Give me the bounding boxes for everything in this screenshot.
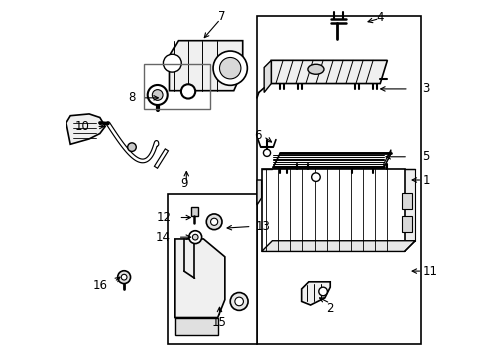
Text: 3: 3 [422,82,429,95]
Text: 4: 4 [376,11,383,24]
Bar [257,16,421,344]
Text: 11: 11 [422,265,436,278]
Text: 8: 8 [128,91,135,104]
Circle shape [163,54,181,72]
Polygon shape [175,239,224,318]
Circle shape [147,85,167,105]
Circle shape [318,287,326,296]
Text: 13: 13 [255,220,269,233]
Circle shape [213,51,247,85]
Circle shape [188,231,201,244]
Ellipse shape [307,64,324,74]
Polygon shape [264,60,271,93]
Circle shape [127,143,136,152]
Circle shape [263,149,270,157]
Text: 14: 14 [155,231,170,244]
Text: 5: 5 [422,150,429,163]
Bar [401,193,411,208]
Circle shape [118,271,130,284]
Circle shape [206,214,222,230]
Polygon shape [175,318,217,336]
Polygon shape [272,153,390,167]
Circle shape [311,173,320,181]
Text: 2: 2 [326,302,333,315]
Circle shape [121,274,127,280]
Polygon shape [169,41,242,91]
Text: 7: 7 [217,10,224,23]
Circle shape [234,297,243,306]
Bar [167,194,257,344]
Bar [190,207,198,216]
Text: 9: 9 [180,177,187,190]
Text: 15: 15 [212,316,226,329]
Bar [261,169,404,251]
Circle shape [181,84,195,99]
Circle shape [152,90,163,100]
Text: 1: 1 [422,174,429,186]
Polygon shape [271,60,386,84]
Polygon shape [257,180,261,205]
Text: 6: 6 [253,129,261,142]
Polygon shape [66,114,105,144]
Circle shape [219,58,241,79]
Polygon shape [272,169,414,241]
Text: 12: 12 [157,211,172,224]
Circle shape [210,218,217,225]
Circle shape [192,234,198,240]
Text: 16: 16 [93,279,108,292]
Bar [143,64,209,109]
Text: 10: 10 [74,120,89,133]
Polygon shape [261,241,414,251]
Polygon shape [383,150,390,167]
Circle shape [230,293,247,310]
Polygon shape [301,282,329,305]
Bar [401,216,411,232]
